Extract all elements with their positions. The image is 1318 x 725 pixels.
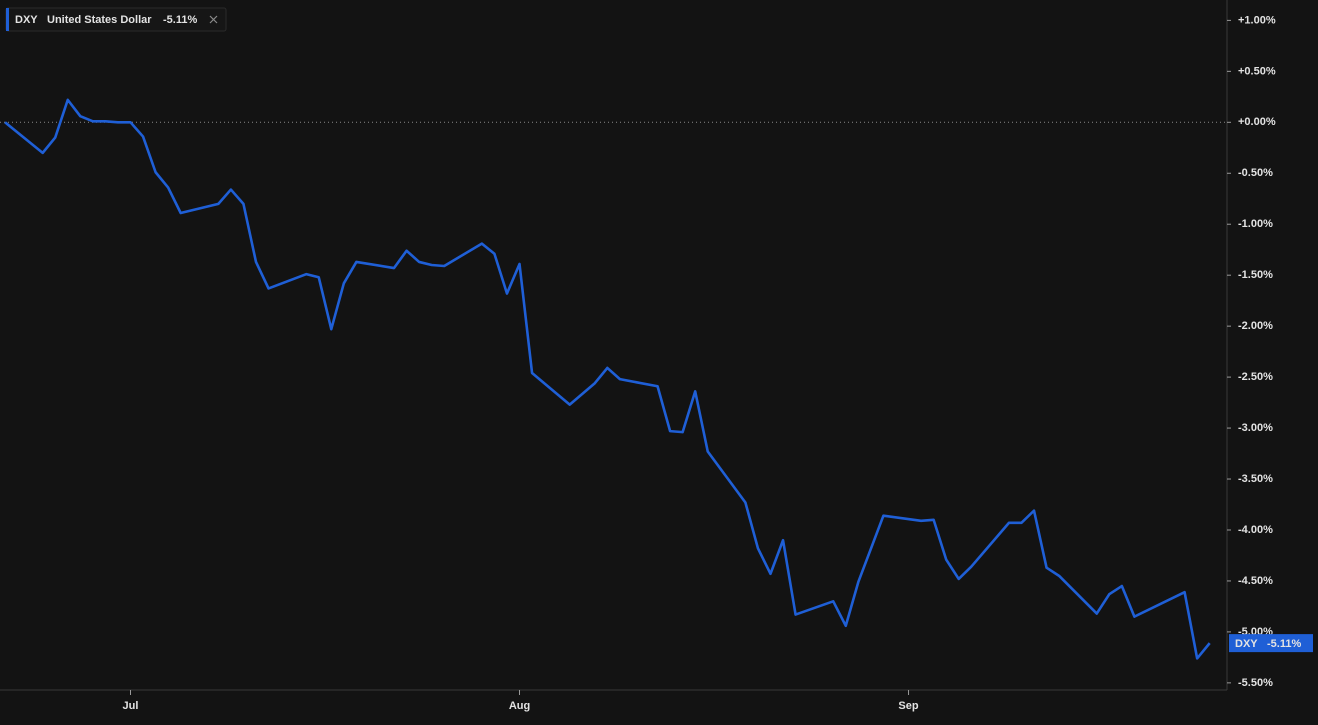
y-tick-label: -2.00%	[1238, 320, 1273, 332]
y-tick-label: -0.50%	[1238, 167, 1273, 179]
y-tick-label: +0.50%	[1238, 65, 1276, 77]
y-tick-label: -1.50%	[1238, 269, 1273, 281]
x-tick-label: Jul	[123, 700, 139, 712]
legend-swatch	[6, 8, 9, 31]
legend-symbol: DXY	[15, 14, 38, 26]
legend: DXY United States Dollar -5.11%	[5, 7, 227, 32]
legend-change: -5.11%	[163, 14, 197, 26]
y-tick-label: +0.00%	[1238, 116, 1276, 128]
series-line	[4, 98, 1211, 660]
y-tick-label: -3.00%	[1238, 422, 1273, 434]
y-tick-label: -4.00%	[1238, 524, 1273, 536]
badge-value: -5.11%	[1267, 638, 1301, 650]
legend-name: United States Dollar	[47, 14, 152, 26]
legend-close[interactable]	[209, 15, 218, 24]
close-icon	[209, 15, 218, 24]
last-value-badge: DXY -5.11%	[1229, 634, 1313, 653]
y-tick-label: -2.50%	[1238, 371, 1273, 383]
x-tick-label: Aug	[509, 700, 530, 712]
badge-box	[1229, 634, 1313, 653]
y-tick-label: -5.50%	[1238, 677, 1273, 689]
y-tick-label: -1.00%	[1238, 218, 1273, 230]
x-tick-label: Sep	[898, 700, 918, 712]
badge-symbol: DXY	[1235, 638, 1258, 650]
y-tick-label: -3.50%	[1238, 473, 1273, 485]
y-tick-label: -4.50%	[1238, 575, 1273, 587]
y-tick-label: +1.00%	[1238, 14, 1276, 26]
